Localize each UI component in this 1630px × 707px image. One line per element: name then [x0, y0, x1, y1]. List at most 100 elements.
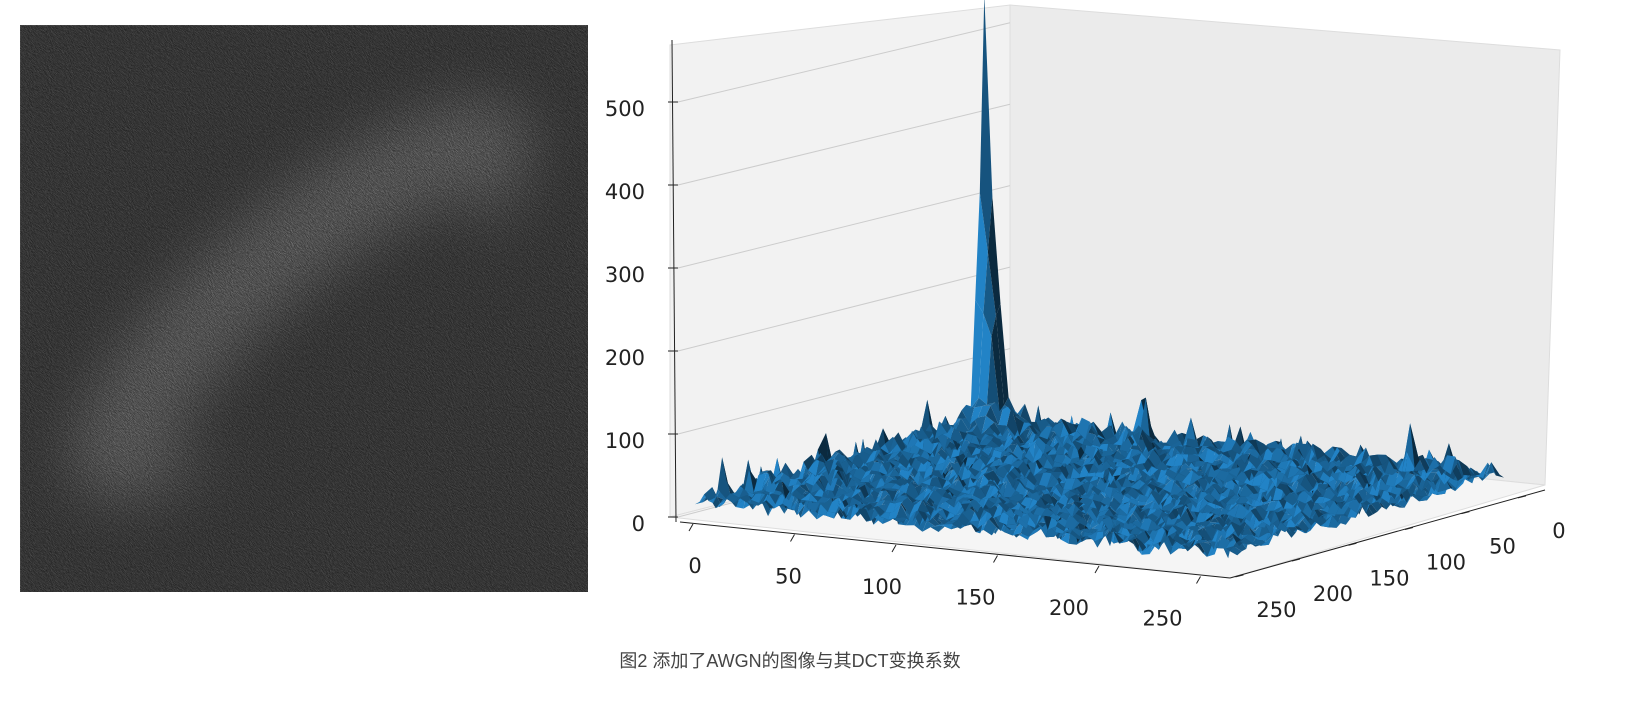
surface-facet [879, 449, 892, 461]
surface-facet [1300, 475, 1314, 492]
surface-facet [1341, 499, 1354, 510]
surface-facet [956, 495, 970, 512]
surface-facet [1384, 459, 1398, 475]
y-tick-label: 200 [1313, 582, 1353, 606]
surface-facet [1193, 482, 1206, 500]
surface-facet [958, 478, 972, 491]
surface-facet [1114, 441, 1127, 454]
surface-facet [1002, 479, 1016, 498]
surface-facet [1366, 490, 1380, 506]
surface-facet [1456, 471, 1469, 489]
surface-facet [1183, 496, 1196, 509]
surface-facet [1126, 502, 1140, 516]
surface-facet [1275, 486, 1289, 509]
surface-facet [957, 410, 970, 425]
surface-facet [1012, 403, 1025, 417]
surface-facet [1187, 479, 1200, 489]
surface-facet [1399, 483, 1412, 498]
surface-facet [948, 464, 962, 481]
surface-facet [1119, 431, 1133, 452]
surface-facet [1427, 470, 1440, 486]
surface-facet [1329, 473, 1343, 493]
surface-facet [1194, 436, 1208, 448]
surface-facet [1377, 469, 1391, 485]
surface-facet [1258, 464, 1272, 472]
surface-facet [910, 478, 924, 496]
surface-facet [1207, 436, 1220, 452]
surface-facet [931, 501, 945, 511]
surface-facet [991, 315, 1005, 412]
surface-facet [1026, 422, 1040, 437]
surface-facet [1242, 465, 1255, 470]
surface-facet [1182, 525, 1195, 541]
surface-facet [958, 497, 972, 501]
surface-facet [1041, 508, 1055, 517]
surface-facet [973, 455, 986, 466]
surface-facet [999, 405, 1013, 412]
surface-facet [822, 469, 835, 486]
surface-facet [1225, 497, 1239, 505]
surface-facet [997, 439, 1011, 453]
x-axis [679, 521, 1231, 579]
surface-facet [983, 252, 996, 337]
surface-facet [996, 504, 1010, 515]
surface-facet [895, 495, 908, 502]
surface-facet [877, 502, 890, 513]
surface-facet [1107, 501, 1121, 511]
surface-facet [1214, 516, 1228, 528]
surface-facet [1318, 473, 1331, 485]
surface-facet [1080, 452, 1094, 474]
y-axis [1229, 489, 1546, 579]
surface-facet [998, 406, 1012, 426]
surface-facet [934, 421, 948, 440]
surface-facet [826, 452, 839, 462]
surface-facet [1020, 456, 1033, 463]
surface-facet [1234, 503, 1248, 519]
x-tick-label: 250 [1142, 607, 1182, 631]
surface-facet [1346, 463, 1359, 477]
surface-facet [1091, 508, 1104, 525]
surface-facet [983, 518, 997, 536]
surface-facet [1419, 494, 1432, 502]
surface-facet [1125, 425, 1139, 437]
surface-facet [806, 490, 819, 496]
surface-facet [965, 467, 978, 483]
surface-facet [986, 405, 999, 425]
surface-facet [882, 468, 895, 476]
surface-facet [1308, 471, 1322, 492]
surface-facet [955, 491, 968, 503]
surface-facet [1410, 494, 1424, 502]
surface-facet [922, 499, 936, 516]
surface-facet [883, 475, 897, 486]
surface-facet [1011, 490, 1024, 498]
surface-facet [1100, 496, 1113, 507]
surface-facet [1020, 403, 1033, 427]
surface-facet [1337, 479, 1351, 493]
surface-facet [1204, 479, 1217, 492]
surface-facet [1122, 476, 1135, 488]
surface-facet [1150, 476, 1163, 494]
surface-facet [1024, 429, 1038, 444]
surface-facet [857, 451, 871, 464]
grid-line [677, 348, 1011, 435]
surface-facet [1036, 466, 1049, 475]
surface-facet [917, 499, 931, 516]
surface-facet [1127, 531, 1140, 542]
surface-facet [980, 439, 994, 456]
surface-facet [974, 436, 987, 449]
surface-facet [982, 402, 996, 406]
surface-facet [1133, 505, 1147, 520]
surface-facet [1068, 456, 1082, 469]
surface-facet [1146, 512, 1159, 523]
surface-facet [930, 525, 944, 532]
surface-facet [695, 494, 708, 505]
surface-facet [1223, 472, 1236, 484]
y-tick [1461, 511, 1470, 515]
z-tick-label: 400 [605, 180, 645, 204]
surface-facet [942, 455, 956, 471]
surface-facet [1004, 463, 1018, 469]
surface-facet [1086, 513, 1100, 525]
surface-facet [943, 473, 956, 485]
surface-facet [966, 397, 979, 409]
surface-facet [941, 511, 954, 522]
